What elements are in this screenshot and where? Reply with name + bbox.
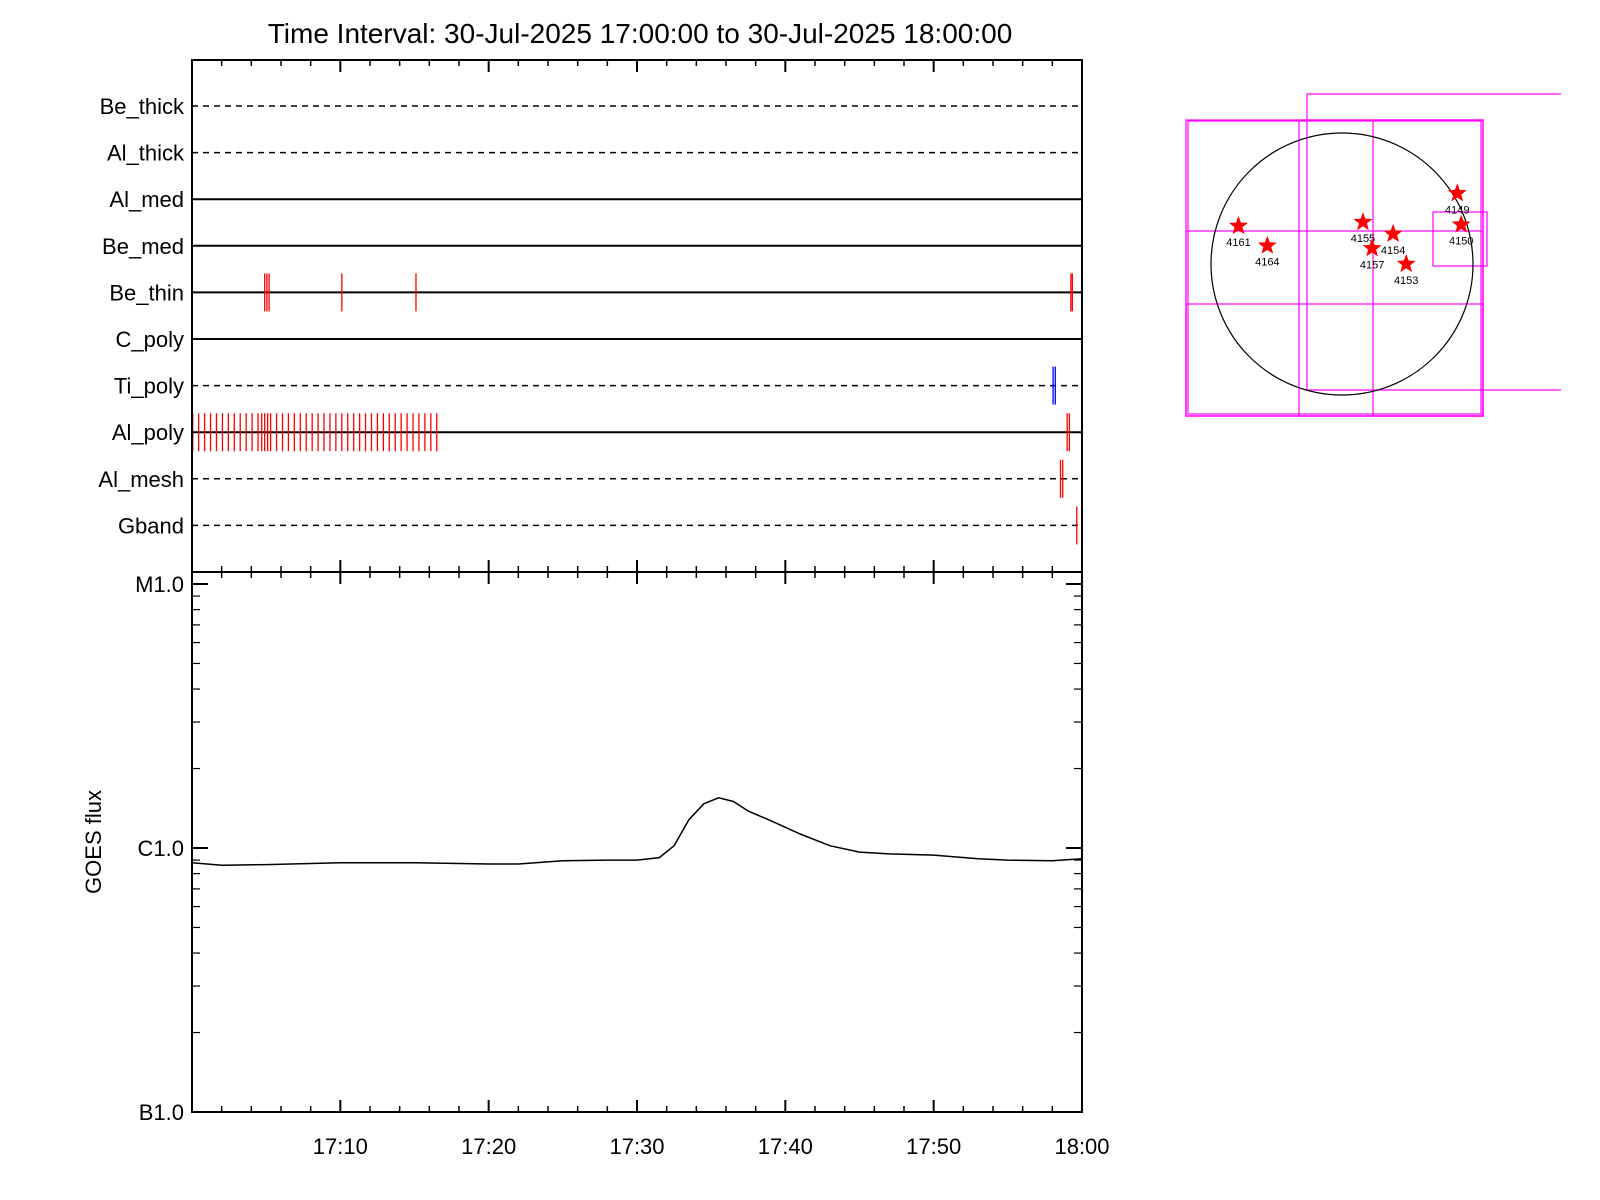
y-tick-label: C1.0 (138, 836, 184, 861)
goes-flux-line (191, 797, 1083, 867)
goes-frame (191, 571, 1083, 1113)
active-region-marker (1396, 254, 1416, 273)
x-tick-label: 18:00 (1054, 1134, 1109, 1159)
field-of-view-frames (1185, 93, 1561, 417)
active-region-label: 4164 (1255, 257, 1279, 269)
event-timeline-panel: Be_thick Al_thick Al_med Be_med Be_thin C_pol… (98, 59, 1083, 573)
solar-disk (1210, 132, 1474, 396)
active-region-label: 4154 (1381, 245, 1405, 257)
fov-frame (1187, 120, 1482, 415)
channel-label: Al_thick (107, 141, 185, 166)
goes-flux-panel: 17:10 17:20 17:30 17:40 17:50 18:00 M1.0 C1.0 B1… (81, 571, 1110, 1159)
fov-frame-partial (1306, 93, 1561, 391)
channel-label: C_poly (116, 327, 184, 352)
active-region-marker (1353, 212, 1373, 231)
active-region-marker (1383, 223, 1403, 242)
active-region-label: 4153 (1394, 275, 1418, 287)
channel-label: Be_thick (100, 94, 185, 119)
active-region-label: 4161 (1226, 237, 1250, 249)
goes-axis-ticks: 17:10 17:20 17:30 17:40 17:50 18:00 M1.0 C1.0 B1… (135, 572, 1110, 1159)
chart-title: Time Interval: 30-Jul-2025 17:00:00 to 3… (268, 18, 1013, 49)
fov-frame (1372, 119, 1484, 417)
fov-frame (1185, 230, 1484, 417)
y-tick-label: B1.0 (139, 1100, 184, 1125)
active-regions: 4149 4161 4164 4155 4154 4157 4153 4150 (1226, 183, 1473, 287)
active-region-marker (1447, 183, 1467, 202)
active-region-marker (1362, 238, 1382, 257)
active-region-marker (1229, 216, 1248, 235)
fov-frame (1432, 211, 1488, 267)
timeline-rows: Be_thick Al_thick Al_med Be_med Be_thin C_pol… (98, 94, 1082, 545)
x-tick-label: 17:50 (906, 1134, 961, 1159)
channel-label: Ti_poly (114, 374, 184, 399)
y-tick-label: M1.0 (135, 572, 184, 597)
channel-label: Al_poly (112, 420, 184, 445)
channel-label: Al_mesh (98, 467, 184, 492)
active-region-label: 4149 (1445, 204, 1469, 216)
sun-map: 4149 4161 4164 4155 4154 4157 4153 4150 (1185, 93, 1561, 417)
x-tick-label: 17:20 (461, 1134, 516, 1159)
channel-label: Gband (118, 513, 184, 538)
x-tick-label: 17:40 (758, 1134, 813, 1159)
fov-frame (1185, 119, 1484, 417)
fov-frame (1298, 119, 1484, 417)
channel-label: Al_med (109, 187, 184, 212)
x-tick-label: 17:10 (313, 1134, 368, 1159)
channel-label: Be_med (102, 234, 184, 259)
timeline-axis-ticks (191, 60, 1083, 572)
active-region-marker (1257, 235, 1277, 254)
fov-frame (1185, 303, 1484, 417)
channel-label: Be_thin (109, 280, 184, 305)
x-tick-label: 17:30 (609, 1134, 664, 1159)
active-region-label: 4150 (1449, 236, 1473, 248)
active-region-marker (1451, 214, 1471, 233)
timeline-frame (191, 59, 1083, 573)
active-region-label: 4155 (1351, 233, 1375, 245)
active-region-label: 4157 (1360, 259, 1384, 271)
goes-y-axis-label: GOES flux (81, 790, 106, 894)
